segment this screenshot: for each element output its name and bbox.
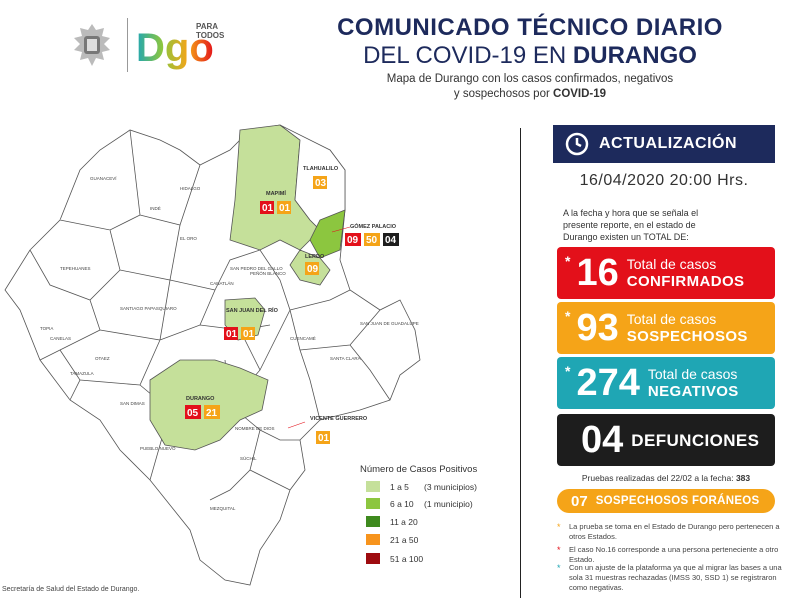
logo-divider	[127, 18, 128, 72]
svg-text:GUANACEVÍ: GUANACEVÍ	[90, 175, 117, 181]
label-mapimi: MAPIMÍ	[266, 189, 286, 197]
clock-icon	[565, 132, 589, 156]
label-durango: DURANGO	[186, 396, 215, 402]
suspected-cases-box: * 93 Total de casos SOSPECHOSOS	[557, 302, 775, 354]
chip-lerdo: 09	[305, 262, 319, 275]
svg-text:INDÉ: INDÉ	[150, 205, 161, 211]
svg-text:SAN DIMAS: SAN DIMAS	[120, 401, 145, 406]
legend-item: 21 a 50	[366, 534, 418, 545]
svg-text:CANATLÁN: CANATLÁN	[210, 280, 234, 286]
chip-tlahualilo: 03	[313, 176, 327, 189]
svg-text:SÚCHIL: SÚCHIL	[240, 455, 257, 461]
source-note: Secretaría de Salud del Estado de Durang…	[2, 586, 139, 593]
update-date: 16/04/2020 20:00 Hrs.	[553, 172, 775, 190]
chip-gomez-suspected: 50	[364, 233, 380, 246]
legend-swatch	[366, 516, 380, 527]
suspected-count: 93	[576, 307, 618, 350]
negative-cases-box: * 274 Total de casos NEGATIVOS	[557, 357, 775, 409]
svg-text:21: 21	[206, 408, 218, 419]
svg-text:TOPIA: TOPIA	[40, 326, 53, 331]
svg-text:CUENCAMÉ: CUENCAMÉ	[290, 335, 316, 341]
chip-sjr-confirmed: 01	[224, 327, 238, 340]
svg-text:TEPEHUANES: TEPEHUANES	[60, 266, 91, 271]
intro-text: A la fecha y hora que se señala el prese…	[563, 207, 713, 243]
svg-text:50: 50	[366, 235, 378, 246]
legend-item: 6 a 10 (1 municipio)	[366, 498, 473, 509]
svg-text:OTAEZ: OTAEZ	[95, 356, 110, 361]
svg-text:SAN JUAN DE GUADALUPE: SAN JUAN DE GUADALUPE	[360, 321, 419, 326]
deaths-box: 04 DEFUNCIONES	[557, 414, 775, 466]
svg-text:PUEBLO NUEVO: PUEBLO NUEVO	[140, 446, 176, 451]
chip-gomez-confirmed: 09	[345, 233, 361, 246]
svg-text:05: 05	[187, 408, 199, 419]
svg-text:EL ORO: EL ORO	[180, 236, 197, 241]
label-lerdo: LERDO	[305, 254, 325, 260]
negative-count: 274	[576, 362, 639, 405]
svg-text:01: 01	[279, 203, 291, 214]
label-san-juan-del-rio: SAN JUAN DEL RÍO	[226, 306, 279, 314]
svg-text:SANTIAGO PAPASQUIARO: SANTIAGO PAPASQUIARO	[120, 306, 177, 311]
svg-text:01: 01	[226, 329, 238, 340]
page-title-line2: DEL COVID-19 EN DURANGO	[300, 42, 760, 70]
svg-text:CANELAS: CANELAS	[50, 336, 71, 341]
label-tlahualilo: TLAHUALILO	[303, 166, 339, 172]
chip-mapimi-suspected: 01	[277, 201, 291, 214]
durango-map: TEPEHUANES TOPIA SANTIAGO PAPASQUIARO OT…	[0, 110, 520, 590]
svg-text:MEZQUITAL: MEZQUITAL	[210, 506, 236, 511]
dgo-logo: PARA TODOS Dgo	[136, 22, 236, 74]
svg-text:03: 03	[315, 178, 327, 189]
update-banner: ACTUALIZACIÓN	[553, 125, 775, 163]
label-vicente-guerrero: VICENTE GUERRERO	[310, 416, 368, 422]
update-label: ACTUALIZACIÓN	[599, 135, 737, 153]
svg-text:NOMBRE DE DIOS: NOMBRE DE DIOS	[235, 426, 275, 431]
note-item: * La prueba se toma en el Estado de Duran…	[557, 522, 787, 542]
deaths-count: 04	[581, 419, 623, 462]
legend-item: 1 a 5 (3 municipios)	[366, 481, 477, 492]
legend-swatch	[366, 481, 380, 492]
legend-swatch	[366, 553, 380, 564]
page-subtitle: Mapa de Durango con los casos confirmado…	[300, 72, 760, 102]
chip-sjr-suspected: 01	[241, 327, 255, 340]
chip-mapimi-confirmed: 01	[260, 201, 274, 214]
panel-divider	[520, 128, 521, 598]
label-gomez-palacio: GÓMEZ PALACIO	[350, 222, 397, 230]
legend-item: 11 a 20	[366, 516, 418, 527]
legend-item: 51 a 100	[366, 553, 423, 564]
state-seal-logo	[66, 20, 118, 70]
tests-performed: Pruebas realizadas del 22/02 a la fecha:…	[557, 473, 775, 483]
svg-text:SAN PEDRO DEL GALLO: SAN PEDRO DEL GALLO	[230, 266, 283, 271]
svg-text:TAMAZULA: TAMAZULA	[70, 371, 94, 376]
svg-text:HIDALGO: HIDALGO	[180, 186, 201, 191]
confirmed-count: 16	[576, 252, 618, 295]
legend-swatch	[366, 534, 380, 545]
svg-text:04: 04	[385, 235, 397, 246]
legend-title: Número de Casos Positivos	[360, 464, 477, 475]
svg-text:09: 09	[347, 235, 359, 246]
page-title: COMUNICADO TÉCNICO DIARIO	[300, 14, 760, 42]
chip-vicente-guerrero: 01	[316, 431, 330, 444]
chip-durango-suspected: 21	[204, 405, 220, 419]
svg-text:01: 01	[318, 433, 330, 444]
logo-wordmark: Dgo	[136, 26, 214, 71]
note-item: * Con un ajuste de la plataforma ya que a…	[557, 563, 787, 593]
svg-text:SANTA CLARA: SANTA CLARA	[330, 356, 361, 361]
svg-text:01: 01	[262, 203, 274, 214]
confirmed-cases-box: * 16 Total de casos CONFIRMADOS	[557, 247, 775, 299]
svg-text:01: 01	[243, 329, 255, 340]
foreign-suspected-badge: 07 SOSPECHOSOS FORÁNEOS	[557, 489, 775, 513]
note-item: * El caso No.16 corresponde a una persona…	[557, 545, 787, 565]
chip-durango-confirmed: 05	[185, 405, 201, 419]
svg-text:09: 09	[307, 264, 319, 275]
legend-swatch	[366, 498, 380, 509]
chip-gomez-deaths: 04	[383, 233, 399, 246]
